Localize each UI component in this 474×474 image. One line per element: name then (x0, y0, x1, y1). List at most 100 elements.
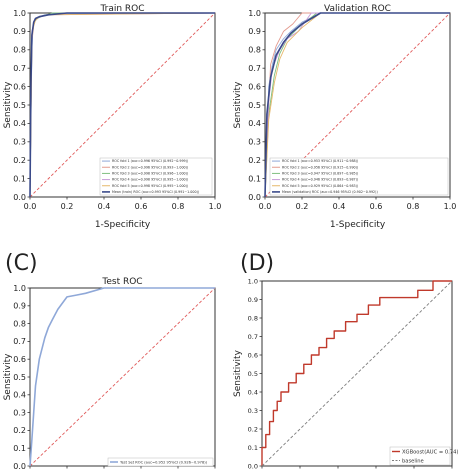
y-tick-label: 0.9 (13, 302, 26, 311)
y-tick-label: 0.5 (13, 373, 26, 382)
chart-title: Test ROC (101, 277, 142, 287)
chart-panel-1: Train ROC 0.0 0.1 0.2 0.3 0.4 0.5 0.6 0.7 0.8 0.9 1… (3, 4, 221, 230)
y-tick-label: 0.7 (248, 333, 258, 341)
x-axis-label: 1-Specificity (95, 220, 151, 230)
x-tick-label: 0.8 (172, 202, 185, 211)
legend-box (389, 446, 451, 466)
legend-entry: ROC fold 5 (auc=0.998 95%CI (0.995~1.000… (112, 184, 188, 188)
legend-box (99, 157, 213, 196)
y-tick-label: 0.0 (13, 462, 26, 471)
y-tick-label: 0.9 (13, 27, 26, 36)
y-tick-label: 0.7 (248, 64, 261, 73)
y-tick-label: 1.0 (248, 277, 258, 285)
y-tick-label: 0.0 (248, 193, 261, 202)
y-tick-label: 0.2 (248, 156, 261, 165)
chance-diagonal-line (264, 12, 451, 198)
y-tick-label: 0.3 (13, 138, 26, 147)
series-line-6 (264, 12, 450, 198)
y-tick-label: 0.8 (13, 319, 26, 328)
y-tick-label: 0.4 (248, 388, 258, 396)
x-tick-label: 0.6 (370, 202, 383, 211)
y-tick-label: 0.3 (248, 138, 261, 147)
x-tick-label: 0.2 (61, 202, 74, 211)
y-axis-label: Sensitivity (233, 81, 243, 129)
chance-diagonal-line (29, 12, 216, 198)
y-tick-label: 0.9 (248, 27, 261, 36)
y-axis-label: Sensitivity (3, 353, 13, 401)
y-tick-label: 1.0 (13, 284, 26, 293)
legend: ROC fold 1 (auc=0.953 95%CI (0.911~0.988… (269, 157, 449, 196)
legend-entry: ROC fold 3 (auc=0.998 95%CI (0.996~1.000… (112, 172, 188, 176)
y-tick-label: 0.1 (13, 444, 26, 453)
y-tick-label: 0.7 (13, 337, 26, 346)
y-tick-label: 0.6 (13, 355, 26, 364)
y-tick-label: 0.5 (248, 370, 258, 378)
series-line-3 (264, 12, 450, 198)
legend-entry: ROC fold 2 (auc=0.956 95%CI (0.915~0.990… (282, 165, 358, 169)
y-tick-label: 0.2 (13, 426, 26, 435)
plot-frame (29, 287, 216, 467)
y-tick-label: 0.3 (13, 408, 26, 417)
y-axis-label: Sensitivity (233, 349, 243, 397)
y-tick-label: 0.4 (248, 119, 261, 128)
legend: Test Set ROC (auc=0.952 95%CI (0.926~0.9… (107, 457, 214, 467)
chart-title: Validation ROC (324, 4, 391, 14)
x-tick-label: 0.0 (24, 202, 37, 211)
y-tick-label: 0.1 (248, 444, 258, 452)
legend-entry: baseline (402, 458, 424, 464)
x-tick-label: 0.6 (135, 202, 148, 211)
y-tick-label: 0.9 (248, 296, 258, 304)
y-tick-label: 0.1 (248, 174, 261, 183)
y-tick-label: 0.1 (13, 174, 26, 183)
legend-box (107, 457, 214, 467)
y-tick-label: 0.2 (248, 425, 258, 433)
y-tick-label: 0.8 (13, 46, 26, 55)
y-tick-label: 0.4 (13, 391, 26, 400)
x-tick-label: 0.2 (296, 202, 309, 211)
legend-entry: ROC fold 1 (auc=0.996 95%CI (0.992~0.999… (112, 159, 188, 163)
y-tick-label: 0.6 (13, 82, 26, 91)
legend-entry: ROC fold 1 (auc=0.953 95%CI (0.911~0.988… (282, 159, 358, 163)
x-tick-label: 1.0 (444, 202, 457, 211)
legend: XGBoost(AUC = 0.74) baseline (389, 446, 458, 466)
y-tick-label: 0.8 (248, 46, 261, 55)
x-axis-label: 1-Specificity (330, 220, 386, 230)
y-tick-label: 0.2 (13, 156, 26, 165)
x-tick-label: 0.8 (407, 202, 420, 211)
y-tick-label: 0.6 (248, 82, 261, 91)
x-tick-label: 1.0 (209, 202, 222, 211)
chart-panel-3: Test ROC 0.0 0.1 0.2 0.3 0.4 0.5 0.6 0.7 0.8 0.9 1.… (3, 277, 216, 471)
series-line-1 (29, 287, 215, 467)
legend-entry: Mean (train) ROC (auc=0.993 95%CI (0.991… (112, 190, 199, 194)
y-tick-label: 0.8 (248, 314, 258, 322)
y-tick-label: 1.0 (13, 9, 26, 18)
series-line-6 (29, 12, 215, 198)
legend-entry: XGBoost(AUC = 0.74) (402, 449, 458, 455)
series-line-2 (261, 280, 453, 467)
panel-label: (D) (240, 251, 274, 276)
chart-panel-4: 0.0 0.1 0.2 0.3 0.4 0.5 0.6 0.7 0.8 0.9 1.0 Sensiti… (233, 277, 458, 470)
y-tick-label: 0.4 (13, 119, 26, 128)
legend-entry: ROC fold 4 (auc=0.946 95%CI (0.893~0.987… (282, 178, 358, 182)
y-tick-label: 0.6 (248, 351, 258, 359)
legend-entry: Test Set ROC (auc=0.952 95%CI (0.926~0.9… (119, 460, 208, 464)
legend-box (269, 157, 449, 196)
panel-label: (C) (5, 251, 38, 276)
y-tick-label: 0.5 (248, 101, 261, 110)
y-tick-label: 1.0 (248, 9, 261, 18)
legend-entry: ROC fold 2 (auc=0.996 95%CI (0.993~1.000… (112, 165, 188, 169)
y-tick-label: 0.0 (13, 193, 26, 202)
x-tick-label: 0.4 (98, 202, 111, 211)
legend: ROC fold 1 (auc=0.996 95%CI (0.992~0.999… (99, 157, 213, 196)
chance-diagonal-line (29, 287, 216, 467)
y-tick-label: 0.3 (248, 407, 258, 415)
legend-entry: ROC fold 3 (auc=0.947 95%CI (0.897~0.985… (282, 172, 358, 176)
legend-entry: ROC fold 4 (auc=0.998 95%CI (0.995~1.000… (112, 178, 188, 182)
legend-entry: Mean (validation) ROC (auc=0.946 95%CI (… (282, 190, 378, 194)
chart-title: Train ROC (99, 4, 144, 14)
chart-panel-2: Validation ROC 0.0 0.1 0.2 0.3 0.4 0.5 0.6 0.7 0.… (233, 4, 456, 230)
x-tick-label: 0.4 (333, 202, 346, 211)
y-tick-label: 0.0 (248, 462, 258, 470)
y-tick-label: 0.7 (13, 64, 26, 73)
